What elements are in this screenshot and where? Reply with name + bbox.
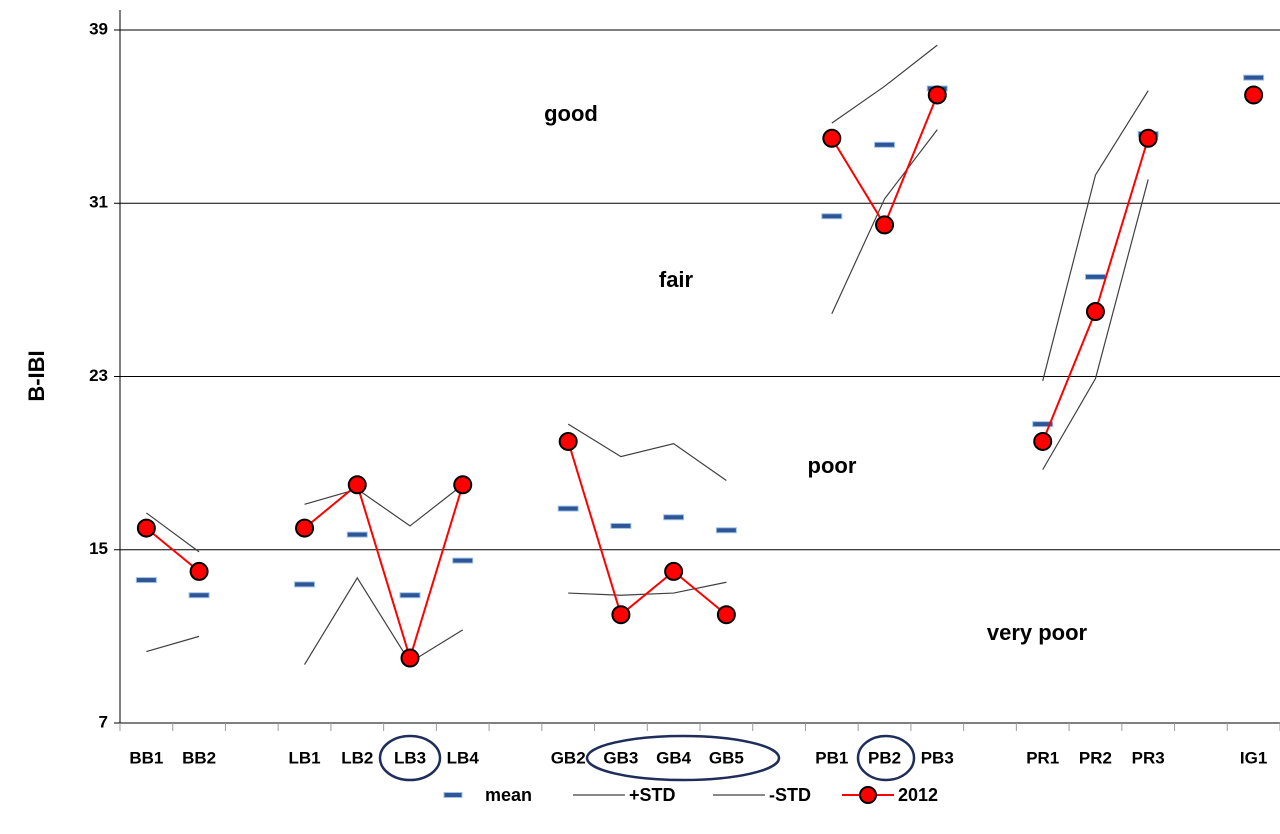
mean-marker	[1084, 273, 1106, 280]
y-axis-label: B-IBI	[24, 350, 49, 401]
mean-marker	[557, 505, 579, 512]
point	[136, 518, 156, 538]
mean-marker	[821, 213, 843, 220]
point	[558, 431, 578, 451]
mean-marker	[188, 592, 210, 599]
point	[927, 85, 947, 105]
y-tick-label: 39	[89, 19, 108, 38]
point	[822, 128, 842, 148]
point	[611, 605, 631, 625]
mean-marker	[610, 522, 632, 529]
mean-marker	[135, 577, 157, 584]
x-tick-label: PB1	[815, 748, 848, 767]
point	[1033, 431, 1053, 451]
mean-marker	[399, 592, 421, 599]
zone-label: very poor	[987, 620, 1088, 645]
legend-swatch	[443, 792, 463, 798]
highlight	[585, 734, 781, 782]
y-tick-label: 7	[99, 712, 108, 731]
zone-label: good	[544, 101, 598, 126]
x-tick-label: IG1	[1240, 748, 1267, 767]
series-line	[146, 129, 1149, 665]
mean-marker	[715, 527, 737, 534]
mean-marker	[346, 531, 368, 538]
mean-marker	[874, 141, 896, 148]
highlight	[856, 734, 916, 782]
point	[875, 215, 895, 235]
x-tick-label: GB2	[551, 748, 586, 767]
point	[1244, 85, 1264, 105]
x-tick-label: GB4	[656, 748, 692, 767]
point	[716, 605, 736, 625]
point	[453, 475, 473, 495]
point	[664, 561, 684, 581]
mean-marker	[1243, 74, 1265, 81]
point	[1138, 128, 1158, 148]
x-tick-label: BB1	[129, 748, 163, 767]
x-tick-label: LB2	[341, 748, 373, 767]
y-tick-label: 23	[89, 366, 108, 385]
highlight	[378, 734, 442, 782]
mean-marker	[452, 557, 474, 564]
legend-label: mean	[485, 785, 532, 805]
legend-label: -STD	[769, 785, 811, 805]
x-tick-label: PB2	[868, 748, 901, 767]
legend-swatch	[859, 786, 877, 804]
x-tick-label: GB5	[709, 748, 744, 767]
x-tick-label: PR1	[1026, 748, 1059, 767]
legend-label: +STD	[629, 785, 676, 805]
legend-label: 2012	[898, 785, 938, 805]
zone-label: fair	[659, 267, 694, 292]
point	[1085, 302, 1105, 322]
mean-marker	[294, 581, 316, 588]
x-tick-label: PB3	[921, 748, 954, 767]
point	[189, 561, 209, 581]
point	[400, 648, 420, 668]
x-tick-label: GB3	[603, 748, 638, 767]
mean-marker	[663, 514, 685, 521]
point	[347, 475, 367, 495]
zone-label: poor	[808, 453, 857, 478]
x-tick-label: LB1	[288, 748, 320, 767]
x-tick-label: PR3	[1132, 748, 1165, 767]
series-line	[146, 44, 1149, 553]
mean-marker	[1032, 421, 1054, 428]
point	[295, 518, 315, 538]
x-tick-label: LB3	[394, 748, 426, 767]
x-tick-label: BB2	[182, 748, 216, 767]
x-tick-label: PR2	[1079, 748, 1112, 767]
x-tick-label: LB4	[447, 748, 480, 767]
y-tick-label: 31	[89, 193, 108, 212]
y-tick-label: 15	[89, 539, 108, 558]
